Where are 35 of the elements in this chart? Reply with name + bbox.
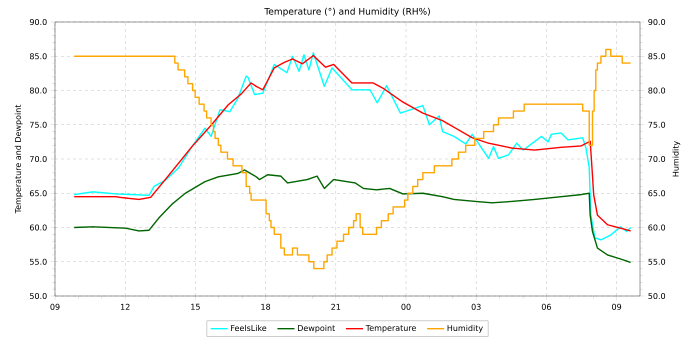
y2-tick-label: 70.0 [648,156,666,162]
chart-title: Temperature (°) and Humidity (RH%) [264,8,430,16]
y2-tick-label: 60.0 [648,224,666,231]
y-tick-label: 70.0 [30,156,47,162]
y-tick-label: 65.0 [30,190,47,196]
x-tick-label: 03 [472,304,481,310]
legend-label: Humidity [448,324,483,333]
y2-tick-label: 90.0 [648,18,666,26]
x-tick-label: 09 [612,304,622,310]
y-tick-label: 55.0 [30,258,47,265]
legend-label: Temperature [366,324,416,332]
y2-axis-title: Humidity [672,141,680,176]
y2-tick-label: 85.0 [648,53,666,60]
y2-tick-label: 80.0 [648,87,666,94]
legend-label: Dewpoint [298,324,336,333]
x-tick-label: 15 [191,304,200,310]
y-tick-label: 90.0 [30,18,47,26]
y-tick-label: 60.0 [30,224,47,231]
legend-label: FeelsLike [231,324,266,332]
y2-tick-label: 55.0 [648,258,666,265]
x-tick-label: 00 [401,304,411,310]
x-tick-label: 21 [331,304,340,310]
y2-tick-label: 75.0 [648,122,666,128]
x-tick-label: 18 [261,304,270,310]
y-tick-label: 75.0 [30,122,47,128]
x-tick-label: 12 [120,304,130,310]
y-tick-label: 50.0 [30,292,47,300]
x-tick-label: 09 [50,304,60,310]
y-axis-title: Temperature and Dewpoint [14,104,23,214]
y2-tick-label: 65.0 [648,190,666,196]
line-series [73,169,632,264]
y2-tick-label: 50.0 [648,292,666,300]
x-tick-label: 06 [542,304,551,310]
y-tick-label: 80.0 [30,87,47,94]
y-tick-label: 85.0 [30,53,47,60]
